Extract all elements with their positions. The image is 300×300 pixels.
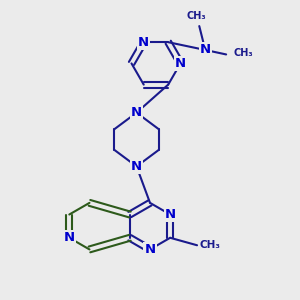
Text: CH₃: CH₃ (234, 48, 253, 58)
Text: N: N (64, 231, 75, 244)
Text: N: N (144, 243, 156, 256)
Text: N: N (165, 208, 176, 221)
Text: N: N (131, 160, 142, 173)
Text: N: N (200, 44, 211, 56)
Text: CH₃: CH₃ (200, 240, 220, 250)
Text: N: N (138, 36, 149, 49)
Text: N: N (131, 106, 142, 119)
Text: CH₃: CH₃ (187, 11, 206, 21)
Text: N: N (175, 57, 186, 70)
